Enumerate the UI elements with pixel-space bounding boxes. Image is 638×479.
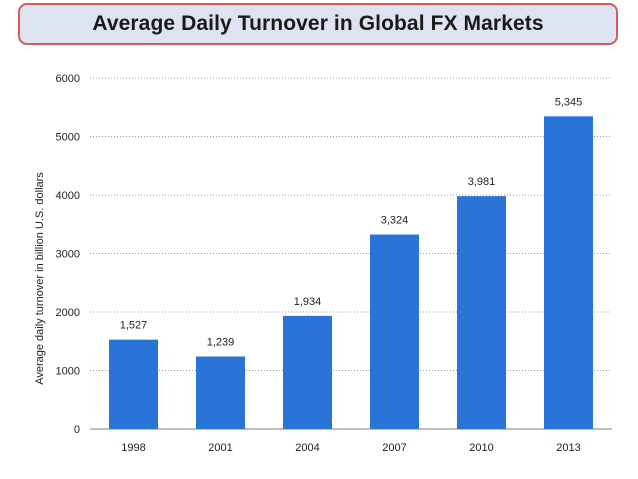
data-label-2001: 1,239 <box>207 337 235 349</box>
data-label-2013: 5,345 <box>555 96 583 108</box>
y-tick-label-1000: 1000 <box>56 366 80 378</box>
bar-2004 <box>283 315 332 429</box>
x-tick-label-2013: 2013 <box>556 442 580 454</box>
bar-1998 <box>109 339 158 429</box>
y-tick-label-3000: 3000 <box>56 249 80 261</box>
data-label-1998: 1,527 <box>120 320 148 332</box>
bar-2013 <box>544 116 593 429</box>
y-tick-label-4000: 4000 <box>56 190 80 202</box>
bar-2001 <box>196 356 245 429</box>
y-tick-label-0: 0 <box>74 424 80 436</box>
bar-2007 <box>370 234 419 429</box>
bar-2010 <box>457 196 506 429</box>
x-tick-label-2004: 2004 <box>295 442 319 454</box>
data-label-2010: 3,981 <box>468 176 496 188</box>
x-tick-label-2001: 2001 <box>208 442 232 454</box>
x-tick-label-2007: 2007 <box>382 442 406 454</box>
chart-title: Average Daily Turnover in Global FX Mark… <box>92 12 544 35</box>
y-axis-title: Average daily turnover in billion U.S. d… <box>34 172 46 385</box>
chart-title-box: Average Daily Turnover in Global FX Mark… <box>18 3 618 45</box>
x-tick-label-1998: 1998 <box>121 442 145 454</box>
y-tick-label-2000: 2000 <box>56 307 80 319</box>
data-label-2007: 3,324 <box>381 215 409 227</box>
y-tick-label-5000: 5000 <box>56 132 80 144</box>
x-tick-label-2010: 2010 <box>469 442 493 454</box>
y-tick-label-6000: 6000 <box>56 73 80 85</box>
data-label-2004: 1,934 <box>294 296 322 308</box>
